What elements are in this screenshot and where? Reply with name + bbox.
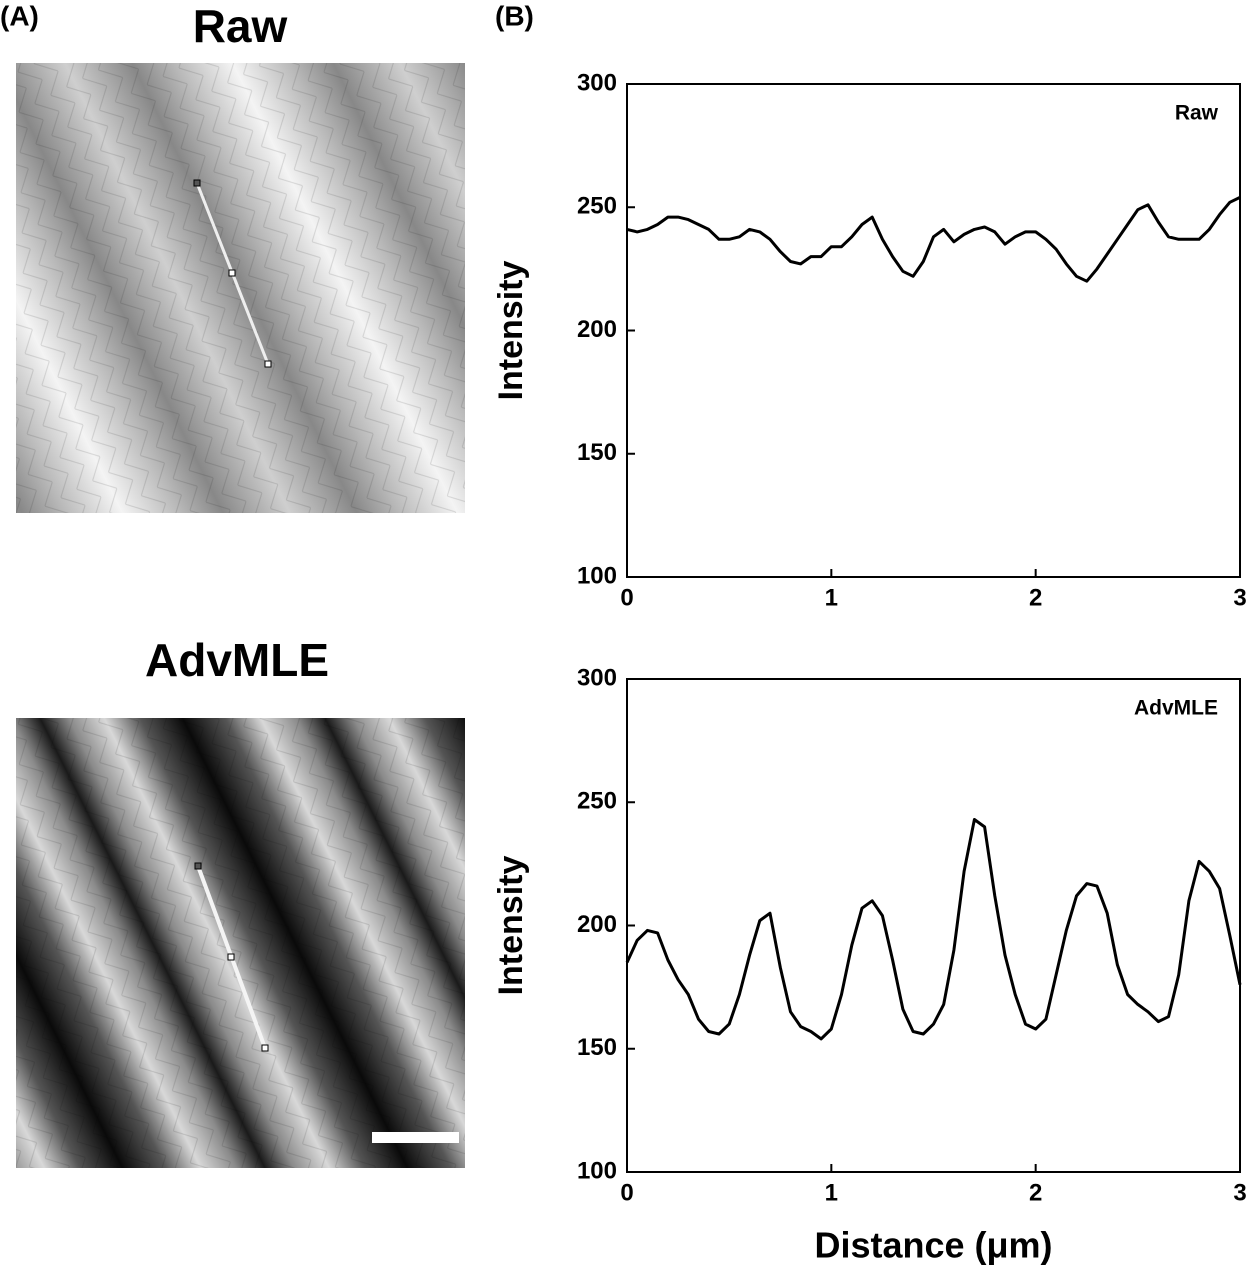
- x-tick-label: 1: [825, 584, 838, 611]
- legend-entry: AdvMLE: [1134, 697, 1218, 720]
- y-axis-label: Intensity: [492, 261, 530, 401]
- advmle-image: [16, 718, 465, 1168]
- legend-entry: Raw: [1175, 102, 1219, 125]
- x-tick-label: 2: [1029, 1179, 1042, 1206]
- y-axis-label: Intensity: [492, 856, 530, 996]
- x-tick-label: 1: [825, 1179, 838, 1206]
- y-tick-label: 150: [577, 1034, 617, 1061]
- y-tick-label: 100: [577, 562, 617, 589]
- plot-frame: [626, 83, 1241, 578]
- x-tick-label: 0: [620, 584, 633, 611]
- y-tick-label: 300: [577, 664, 617, 691]
- image-title: AdvMLE: [145, 634, 329, 686]
- x-axis-label: Distance (μm): [814, 1225, 1052, 1266]
- y-tick-label: 250: [577, 788, 617, 815]
- x-tick-label: 0: [620, 1179, 633, 1206]
- y-tick-label: 200: [577, 911, 617, 938]
- x-tick-label: 2: [1029, 584, 1042, 611]
- data-line: [625, 818, 1242, 1041]
- x-tick-label: 3: [1233, 1179, 1246, 1206]
- y-tick-label: 200: [577, 316, 617, 343]
- y-tick-label: 150: [577, 439, 617, 466]
- panel-label: (B): [495, 0, 534, 31]
- plot-frame: [626, 678, 1241, 1173]
- y-tick-label: 250: [577, 193, 617, 220]
- panel-label: (A): [0, 0, 39, 31]
- scale-bar: [372, 1132, 459, 1143]
- raw-image: [16, 63, 465, 513]
- x-tick-label: 3: [1233, 584, 1246, 611]
- y-tick-label: 100: [577, 1157, 617, 1184]
- y-tick-label: 300: [577, 69, 617, 96]
- data-line: [626, 196, 1241, 283]
- image-title: Raw: [193, 0, 288, 52]
